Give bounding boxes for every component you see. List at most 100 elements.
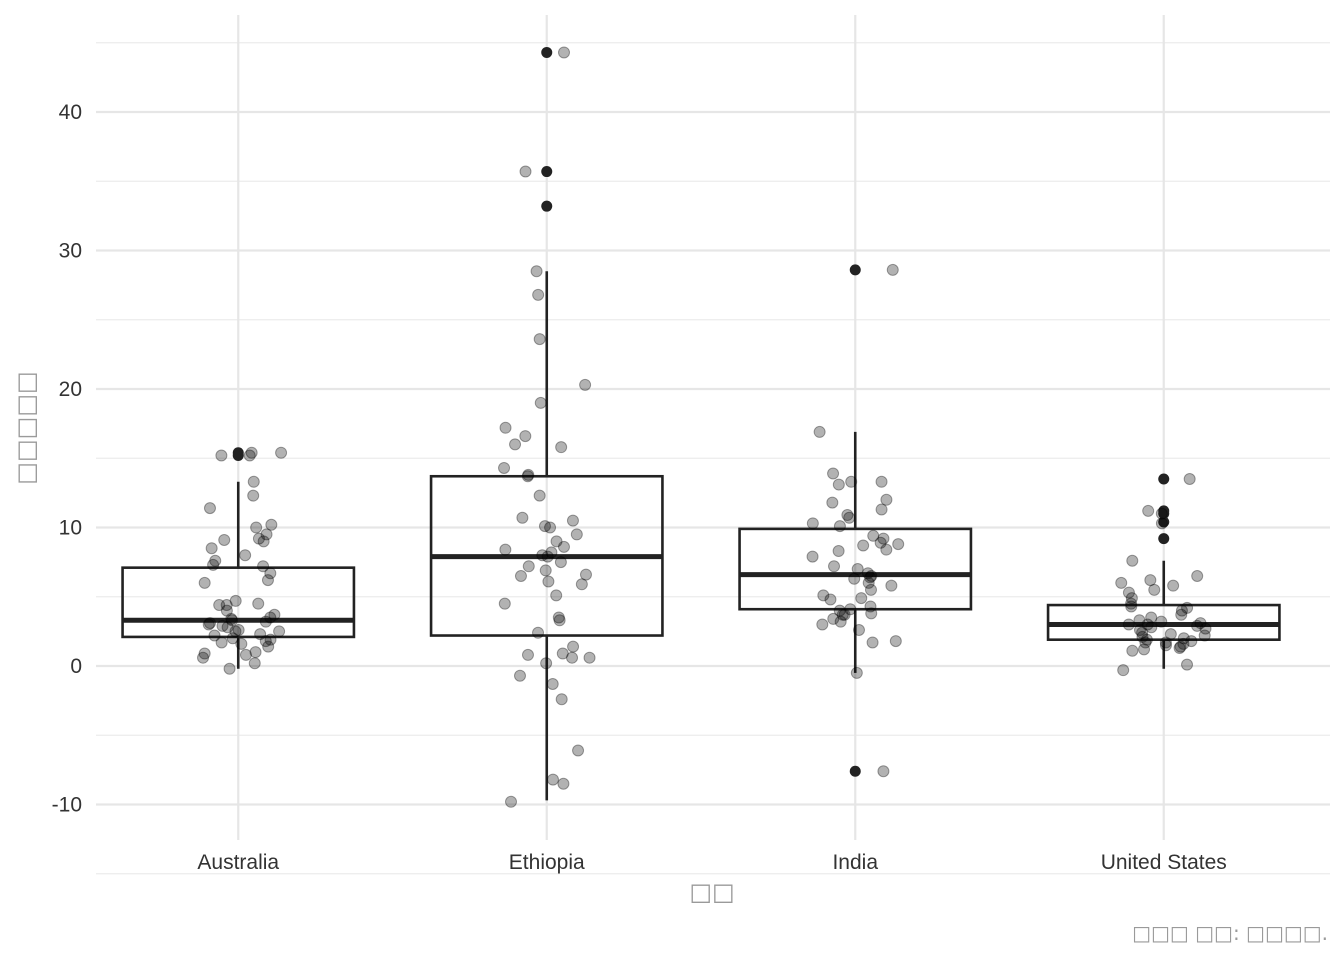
data-point: [824, 593, 837, 606]
data-point: [202, 618, 215, 631]
data-point: [536, 549, 549, 562]
data-point: [1133, 614, 1146, 627]
data-point: [239, 648, 252, 661]
data-point: [850, 666, 863, 679]
data-point: [877, 532, 890, 545]
data-point: [213, 599, 226, 612]
data-point: [845, 475, 858, 488]
data-point: [1125, 600, 1138, 613]
data-point: [1148, 583, 1161, 596]
outlier-point: [541, 46, 553, 58]
data-point: [252, 597, 265, 610]
data-point: [1199, 622, 1212, 635]
data-point: [885, 579, 898, 592]
category-gridlines: [237, 15, 1165, 840]
data-point: [522, 560, 535, 573]
data-point: [532, 288, 545, 301]
outlier-point: [232, 449, 244, 461]
data-point: [220, 599, 233, 612]
y-tick-label: -10: [52, 794, 82, 817]
data-point: [1183, 473, 1196, 486]
data-point: [855, 592, 868, 605]
data-point: [852, 623, 865, 636]
data-point: [505, 795, 518, 808]
data-point: [259, 635, 272, 648]
data-point: [836, 608, 849, 621]
data-point: [1125, 597, 1138, 610]
x-tick-label: Ethiopia: [509, 851, 585, 874]
x-tick-label: Australia: [197, 851, 279, 874]
data-point: [886, 263, 899, 276]
data-point: [880, 493, 893, 506]
data-point: [516, 511, 529, 524]
data-point: [275, 446, 288, 459]
box-iqr: [738, 527, 973, 611]
data-point: [218, 533, 231, 546]
data-point: [875, 503, 888, 516]
data-point: [861, 567, 874, 580]
data-point: [1136, 626, 1149, 639]
data-point: [509, 438, 522, 451]
data-point: [1139, 636, 1152, 649]
data-point: [1144, 574, 1157, 587]
data-point: [865, 569, 878, 582]
outlier-point: [1158, 473, 1170, 485]
data-point: [866, 636, 879, 649]
data-point: [498, 597, 511, 610]
x-tick-label: India: [832, 851, 878, 874]
data-point: [1138, 643, 1151, 656]
box-iqr: [121, 566, 356, 639]
data-point: [838, 608, 851, 621]
data-point: [553, 614, 566, 627]
data-point: [1122, 618, 1135, 631]
x-axis-tick-labels: Australia Ethiopia India United States: [197, 851, 1226, 874]
data-point: [550, 535, 563, 548]
data-point: [264, 567, 277, 580]
data-point: [264, 611, 277, 624]
data-point: [862, 576, 875, 589]
data-point: [257, 560, 270, 573]
outlier-point: [849, 264, 861, 276]
data-point: [874, 536, 887, 549]
data-point: [557, 777, 570, 790]
data-point: [555, 441, 568, 454]
data-point: [198, 576, 211, 589]
data-point: [539, 564, 552, 577]
data-point: [813, 425, 826, 438]
data-point: [541, 550, 554, 563]
data-point: [209, 554, 222, 567]
data-point: [499, 421, 512, 434]
data-point: [579, 568, 592, 581]
data-point: [1134, 623, 1147, 636]
data-point: [864, 600, 877, 613]
data-point: [226, 632, 239, 645]
data-point: [1155, 517, 1168, 530]
data-point: [833, 520, 846, 533]
data-point: [197, 651, 210, 664]
data-point: [833, 604, 846, 617]
data-point: [567, 640, 580, 653]
data-point: [841, 509, 854, 522]
chart-caption: □□□ □□: □□□□.: [1132, 921, 1328, 945]
data-point: [552, 611, 565, 624]
data-point: [554, 556, 567, 569]
y-axis-tick-labels: -10 0 10 20 30 40: [52, 101, 82, 817]
data-point: [828, 560, 841, 573]
data-point: [254, 628, 267, 641]
data-point: [1191, 619, 1204, 632]
data-point: [1115, 576, 1128, 589]
data-point: [832, 545, 845, 558]
outlier-point: [1158, 516, 1170, 528]
data-point: [826, 496, 839, 509]
data-point: [207, 558, 220, 571]
data-point: [566, 651, 579, 664]
data-point: [1142, 504, 1155, 517]
data-point: [498, 461, 511, 474]
data-point: [514, 569, 527, 582]
data-point: [827, 612, 840, 625]
data-point: [245, 446, 258, 459]
major-gridlines: [96, 110, 1330, 806]
data-point: [1145, 611, 1158, 624]
data-point: [257, 535, 270, 548]
